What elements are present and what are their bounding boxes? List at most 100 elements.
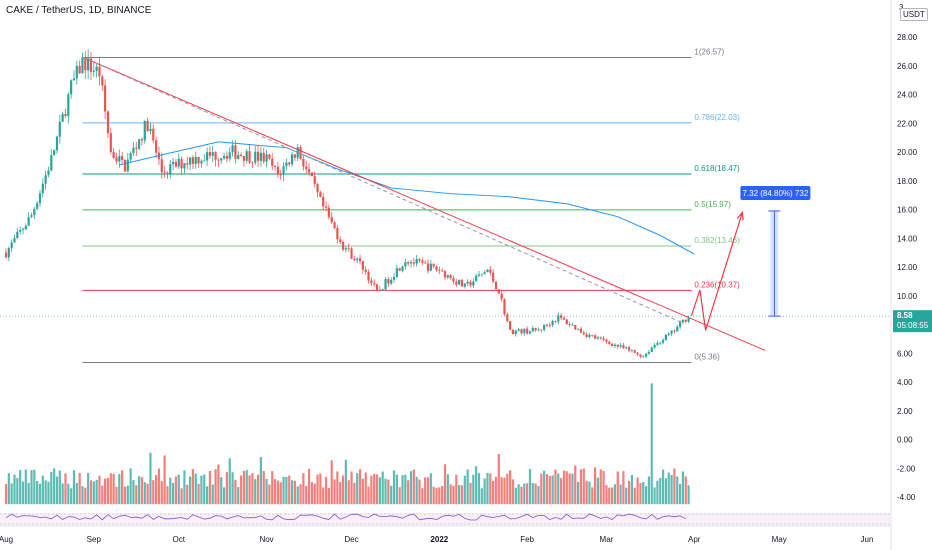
candle-body xyxy=(670,330,673,334)
volume-bar xyxy=(27,482,30,505)
volume-bar xyxy=(644,486,648,505)
candle-body xyxy=(392,277,396,280)
volume-bar xyxy=(231,472,234,505)
projection-arrowhead xyxy=(736,210,744,221)
candle-body xyxy=(180,158,183,169)
candle-body xyxy=(72,78,76,81)
volume-bar xyxy=(75,483,78,505)
volume-bar xyxy=(81,486,84,505)
candle-body xyxy=(169,164,172,174)
candle-body xyxy=(316,184,319,193)
candles xyxy=(4,49,690,359)
candle-body xyxy=(44,175,47,184)
candle-body xyxy=(676,326,679,332)
y-tick-label: 24.00 xyxy=(897,91,918,100)
candle-body xyxy=(174,161,178,167)
volume-bar xyxy=(118,474,121,505)
volume-bar xyxy=(458,485,461,505)
x-tick-label: Aug xyxy=(0,535,13,544)
candle-body xyxy=(458,279,461,285)
candle-body xyxy=(664,334,668,341)
x-tick-label: Oct xyxy=(173,535,186,544)
volume-bar xyxy=(378,477,381,505)
volume-bar xyxy=(452,485,455,505)
volume-bar xyxy=(135,485,138,505)
volume-bar xyxy=(194,473,197,505)
volume-bar xyxy=(404,474,407,505)
candle-body xyxy=(53,150,56,156)
candle-body xyxy=(166,172,169,174)
volume-bar xyxy=(616,471,619,505)
measure-label: 7.32 (84.80%) 732 xyxy=(742,189,808,198)
y-tick-label: 18.00 xyxy=(897,177,918,186)
volume-bar xyxy=(205,486,209,505)
volume-bar xyxy=(647,476,651,505)
fib-level-label: 0.236(10.37) xyxy=(694,280,740,289)
candle-body xyxy=(322,196,325,207)
currency-unit-badge[interactable]: USDT xyxy=(900,8,928,21)
candle-body xyxy=(21,229,25,230)
volume-bar xyxy=(381,471,384,505)
candle-body xyxy=(650,347,653,352)
volume-bar xyxy=(687,485,690,505)
volume-bar xyxy=(140,477,144,505)
candle-body xyxy=(534,328,537,331)
volume-bar xyxy=(245,470,248,505)
volume-bar xyxy=(276,480,279,505)
volume-bar xyxy=(514,487,517,505)
volume-bar xyxy=(398,487,401,505)
candle-body xyxy=(591,334,594,336)
candle-body xyxy=(460,279,464,287)
x-tick-label: Jun xyxy=(861,535,874,544)
candle-body xyxy=(41,183,44,194)
volume-bar xyxy=(630,475,634,505)
volume-bar xyxy=(469,482,472,505)
volume-bar xyxy=(319,473,322,505)
y-tick-label: 14.00 xyxy=(897,234,918,243)
volume-bar xyxy=(497,454,500,505)
volume-bar xyxy=(47,481,50,505)
volume-bar xyxy=(313,483,316,505)
candle-body xyxy=(234,145,237,159)
volume-bar xyxy=(392,470,396,505)
candle-body xyxy=(426,263,430,271)
candle-body xyxy=(271,158,274,167)
volume-bar xyxy=(361,478,364,505)
candle-body xyxy=(265,154,268,162)
candle-body xyxy=(36,203,39,209)
candle-body xyxy=(313,176,316,185)
volume-bar xyxy=(183,470,186,505)
volume-bar xyxy=(160,481,163,505)
volume-bar xyxy=(650,383,653,505)
candle-body xyxy=(200,160,203,164)
volume-bar xyxy=(344,459,347,505)
candle-body xyxy=(602,338,605,340)
candle-body xyxy=(681,319,685,323)
candle-body xyxy=(639,354,642,357)
volume-bar xyxy=(177,474,180,505)
y-tick-label: 16.00 xyxy=(897,206,918,215)
volume-bar xyxy=(642,481,645,505)
countdown-timer: 05:08:55 xyxy=(897,321,929,330)
candle-body xyxy=(361,261,364,270)
candle-body xyxy=(101,76,104,86)
volume-bar xyxy=(273,479,277,505)
candle-body xyxy=(242,155,246,161)
volume-bar xyxy=(67,483,70,505)
candle-body xyxy=(608,341,611,344)
candle-body xyxy=(203,160,206,162)
candle-body xyxy=(577,328,580,330)
y-tick-label: 0.00 xyxy=(897,436,913,445)
volume-bar xyxy=(305,485,308,505)
volume-bar xyxy=(407,480,410,505)
volume-bar xyxy=(548,475,551,505)
candle-body xyxy=(288,162,291,165)
volume-bar xyxy=(511,479,515,505)
candle-body xyxy=(248,151,251,163)
candle-body xyxy=(661,340,665,343)
volume-bar xyxy=(234,479,237,505)
x-tick-label: Nov xyxy=(259,535,273,544)
candle-body xyxy=(653,344,656,348)
x-tick-label: May xyxy=(772,535,787,544)
